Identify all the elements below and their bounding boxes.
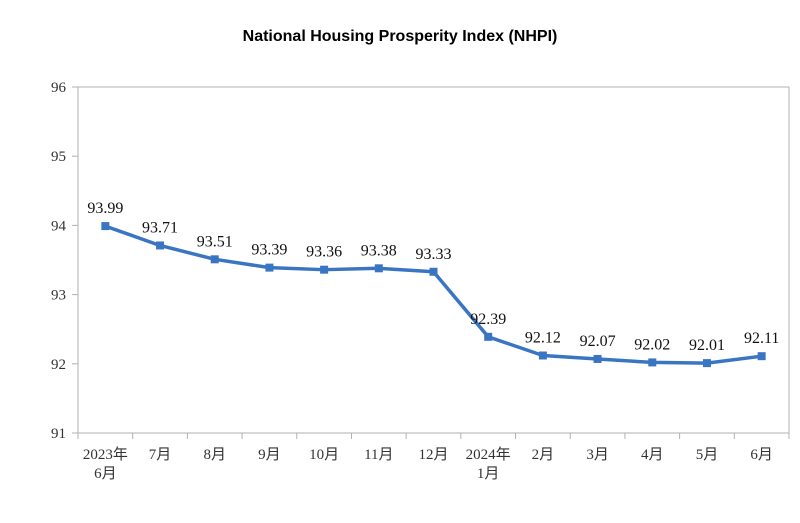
data-point [265, 263, 274, 272]
y-tick-label: 93 [51, 288, 66, 304]
data-label: 92.11 [744, 330, 779, 347]
data-markers [101, 222, 766, 368]
x-tick-label: 12月 [418, 447, 448, 463]
x-tick-label: 11月 [364, 447, 393, 463]
data-label: 93.39 [251, 242, 287, 259]
y-axis: 91 92 93 94 95 96 [51, 80, 78, 442]
data-label: 92.12 [525, 329, 561, 346]
x-tick-label: 7月 [149, 447, 172, 463]
data-point [320, 265, 329, 274]
x-tick-label: 5月 [696, 447, 719, 463]
data-point [593, 354, 602, 363]
data-point [210, 255, 219, 264]
y-tick-label: 96 [51, 80, 67, 96]
x-tick-label: 2月 [532, 447, 555, 463]
data-label: 92.07 [580, 333, 616, 350]
data-label: 93.51 [197, 233, 233, 250]
data-labels: 93.99 93.71 93.51 93.39 93.36 93.38 93.33 92.39… [87, 200, 779, 354]
x-tick-label: 6月 [750, 447, 773, 463]
data-point [101, 222, 110, 231]
chart-title: National Housing Prosperity Index (NHPI) [242, 28, 558, 45]
data-label: 92.02 [634, 336, 670, 353]
data-point [702, 359, 711, 368]
data-label: 93.36 [306, 244, 342, 261]
data-point [374, 264, 383, 273]
x-axis: 2023年 6月 7月 8月 9月 10月 11月 12月 2024年 1月 2月 3月 4月 5月 6月 [77, 433, 790, 482]
data-label: 92.39 [470, 311, 506, 328]
data-point [429, 267, 438, 276]
plot-area-frame [77, 86, 790, 434]
data-point [156, 241, 165, 250]
x-tick-label: 4月 [641, 447, 664, 463]
data-label: 93.33 [416, 246, 452, 263]
y-tick-label: 94 [51, 218, 67, 234]
data-label: 93.38 [361, 242, 397, 259]
x-tick-label: 9月 [258, 447, 281, 463]
data-label: 93.71 [142, 219, 178, 236]
y-tick-label: 92 [51, 357, 66, 373]
data-point [538, 351, 547, 360]
y-tick-label: 95 [51, 149, 66, 165]
x-tick-label: 2024年 1月 [466, 446, 511, 482]
data-point [648, 358, 657, 367]
data-label: 92.01 [689, 337, 725, 354]
x-tick-label: 2023年 6月 [83, 446, 128, 482]
x-tick-label: 3月 [586, 447, 609, 463]
data-label: 93.99 [87, 200, 123, 217]
data-point [757, 352, 766, 361]
y-tick-label: 91 [51, 426, 66, 442]
x-tick-label: 10月 [309, 447, 339, 463]
x-tick-label: 8月 [203, 447, 226, 463]
data-point [484, 332, 493, 341]
